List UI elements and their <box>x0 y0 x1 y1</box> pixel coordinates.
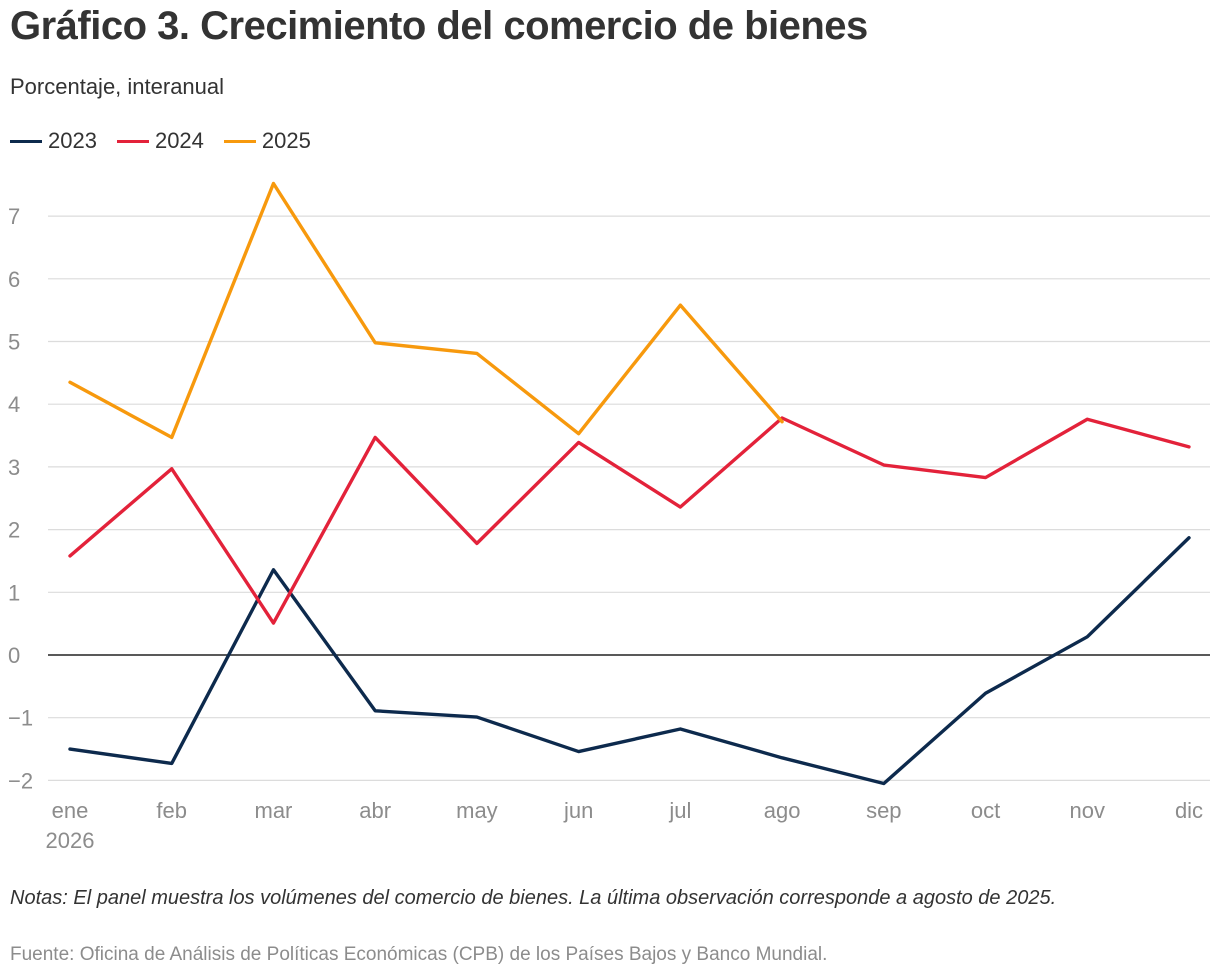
chart-notes: Notas: El panel muestra los volúmenes de… <box>10 887 1057 909</box>
x-tick-label: oct <box>971 798 1000 823</box>
y-tick-label: −2 <box>8 768 33 793</box>
x-tick-label: feb <box>156 798 187 823</box>
y-tick-label: 1 <box>8 580 20 605</box>
y-tick-label: 3 <box>8 455 20 480</box>
y-tick-label: 6 <box>8 267 20 292</box>
legend-swatch-2025 <box>223 139 256 143</box>
x-tick-label: ene <box>52 798 89 823</box>
y-tick-label: −1 <box>8 706 33 731</box>
legend: 2023 2024 2025 <box>10 128 331 154</box>
x-tick-label: abr <box>359 798 391 823</box>
y-tick-label: 7 <box>8 204 20 229</box>
y-tick-label: 2 <box>8 518 20 543</box>
y-tick-label: 5 <box>8 330 20 355</box>
series-line-2024 <box>68 416 1191 625</box>
legend-item-2024: 2024 <box>116 128 204 154</box>
chart-title: Gráfico 3. Crecimiento del comercio de b… <box>10 4 868 48</box>
legend-label-2025: 2025 <box>261 128 311 153</box>
chart-subtitle: Porcentaje, interanual <box>10 74 225 99</box>
legend-label-2024: 2024 <box>154 128 204 153</box>
y-tick-label: 4 <box>8 392 20 417</box>
x-tick-label: may <box>456 798 498 823</box>
x-tick-label: sep <box>866 798 901 823</box>
x-tick-label: ago <box>764 798 801 823</box>
x-tick-label: dic <box>1175 798 1203 823</box>
x-tick-label: jun <box>563 798 593 823</box>
legend-item-2023: 2023 <box>10 128 97 154</box>
chart-source: Fuente: Oficina de Análisis de Políticas… <box>10 944 828 965</box>
x-tick-label: jul <box>668 798 691 823</box>
legend-swatch-2024 <box>116 139 149 143</box>
series-line-2023 <box>68 536 1191 786</box>
legend-item-2025: 2025 <box>223 128 311 154</box>
x-year-label: 2026 <box>46 828 95 853</box>
legend-swatch-2023 <box>10 139 42 143</box>
x-tick-label: nov <box>1070 798 1105 823</box>
series-line-2025 <box>68 181 784 440</box>
y-tick-label: 0 <box>8 643 20 668</box>
legend-label-2023: 2023 <box>48 128 97 153</box>
x-tick-label: mar <box>255 798 293 823</box>
